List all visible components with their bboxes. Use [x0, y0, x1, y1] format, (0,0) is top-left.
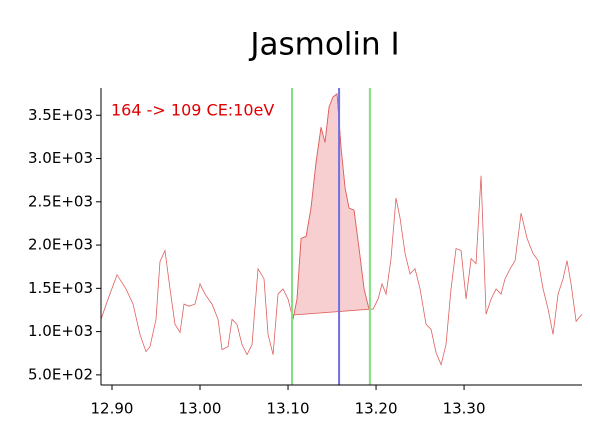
x-tick-label: 13.00 — [179, 400, 222, 418]
chart-title: Jasmolin I — [248, 27, 399, 63]
y-tick-label: 1.5E+03 — [28, 279, 93, 297]
y-tick-label: 2.0E+03 — [28, 236, 93, 254]
y-tick-label: 3.5E+03 — [28, 106, 93, 124]
x-tick-label: 13.30 — [443, 400, 486, 418]
peak-area — [291, 93, 370, 320]
x-tick-label: 12.90 — [91, 400, 134, 418]
x-tick-label: 13.20 — [355, 400, 398, 418]
y-tick-label: 1.0E+03 — [28, 322, 93, 340]
annotation: 164 -> 109 CE:10eV — [111, 101, 274, 120]
y-tick-label: 2.5E+03 — [28, 192, 93, 210]
x-tick-label: 13.10 — [267, 400, 310, 418]
y-tick-label: 3.0E+03 — [28, 149, 93, 167]
y-tick-label: 5.0E+02 — [28, 365, 93, 383]
trace-line — [100, 93, 583, 367]
